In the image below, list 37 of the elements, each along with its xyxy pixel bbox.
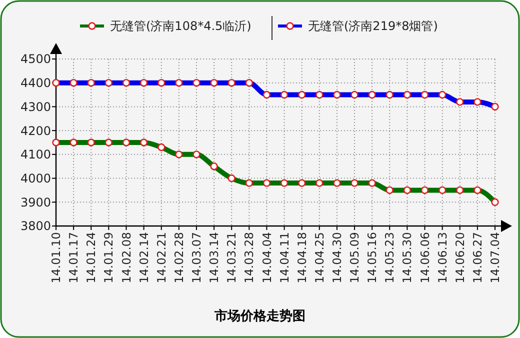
y-tick-label: 4100 bbox=[20, 148, 51, 162]
y-tick-label: 4200 bbox=[20, 124, 51, 138]
x-tick-label: 14.05.16 bbox=[365, 232, 380, 284]
x-tick-label: 14.03.21 bbox=[224, 232, 239, 284]
y-tick-label: 4400 bbox=[20, 76, 51, 90]
x-tick-label: 14.06.20 bbox=[452, 232, 467, 284]
x-tick-label: 14.04.11 bbox=[277, 232, 292, 284]
x-tick-label: 14.02.08 bbox=[119, 232, 134, 284]
y-tick-label: 4300 bbox=[20, 100, 51, 114]
legend-label: 无缝管(济南219*8烟管) bbox=[308, 19, 438, 34]
y-tick-label: 3900 bbox=[20, 195, 51, 210]
text: 市场价格走势图 bbox=[214, 308, 306, 324]
x-tick-label: 14.05.23 bbox=[382, 232, 397, 284]
x-tick-label: 14.04.25 bbox=[312, 232, 326, 284]
x-tick-label: 14.01.29 bbox=[102, 232, 116, 284]
x-tick-label: 14.02.14 bbox=[136, 232, 151, 284]
y-tick-label: 4000 bbox=[20, 171, 51, 186]
x-tick-label: 14.02.21 bbox=[154, 232, 168, 284]
legend-label: 无缝管(济南108*4.5临沂) bbox=[110, 19, 252, 34]
x-tick-label: 14.03.28 bbox=[242, 232, 256, 284]
x-tick-label: 14.04.30 bbox=[330, 232, 344, 284]
x-tick-label: 14.06.06 bbox=[418, 232, 432, 284]
x-tick-label: 14.03.07 bbox=[190, 232, 204, 284]
x-tick-label: 14.07.04 bbox=[488, 232, 502, 284]
y-tick-label: 3800 bbox=[20, 219, 51, 234]
x-tick-label: 14.05.30 bbox=[400, 232, 414, 284]
x-tick-label: 14.02.28 bbox=[172, 232, 186, 284]
x-tick-label: 14.01.10 bbox=[49, 232, 64, 284]
x-tick-label: 14.04.04 bbox=[260, 232, 274, 284]
x-tick-label: 14.03.14 bbox=[207, 232, 222, 284]
x-tick-label: 14.06.13 bbox=[435, 232, 450, 284]
x-tick-label: 14.01.17 bbox=[66, 232, 81, 284]
x-tick-label: 14.05.09 bbox=[348, 232, 362, 284]
x-tick-label: 14.04.18 bbox=[294, 232, 309, 284]
x-tick-label: 14.01.24 bbox=[84, 232, 98, 284]
x-tick-label: 14.06.27 bbox=[470, 232, 484, 284]
y-tick-label: 4500 bbox=[20, 52, 51, 66]
